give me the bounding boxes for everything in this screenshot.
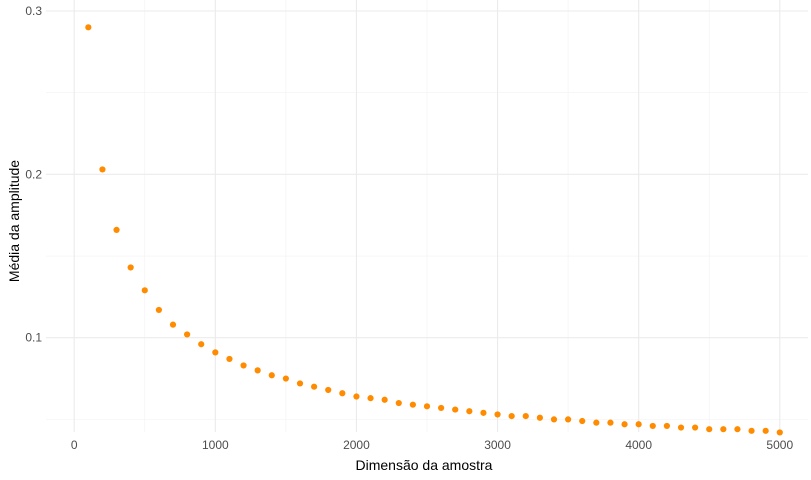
data-point <box>438 404 445 412</box>
data-point <box>692 424 699 431</box>
x-axis-title: Dimensão da amostra <box>356 457 493 473</box>
data-point <box>663 422 670 430</box>
data-point <box>367 395 374 402</box>
data-point <box>762 427 769 434</box>
data-point <box>635 421 642 428</box>
data-point <box>776 429 783 436</box>
y-tick-label: 0.3 <box>25 4 42 18</box>
data-point <box>480 409 487 416</box>
data-point <box>593 419 600 426</box>
data-point <box>198 341 205 348</box>
x-tick-label: 2000 <box>343 438 370 452</box>
data-point <box>85 24 92 31</box>
x-tick-label: 1000 <box>202 438 229 452</box>
data-point <box>621 421 628 428</box>
data-point <box>734 426 741 433</box>
data-point <box>522 413 529 420</box>
data-point <box>212 349 219 356</box>
y-axis-title: Média da amplitude <box>6 160 22 282</box>
data-point <box>141 287 148 294</box>
y-tick-labels: 0.1 0.2 0.3 <box>25 4 42 345</box>
x-tick-label: 3000 <box>484 438 511 452</box>
data-point <box>565 416 572 423</box>
data-point <box>254 367 261 374</box>
data-point <box>240 362 247 369</box>
data-point <box>452 406 459 413</box>
data-point <box>113 226 120 233</box>
x-tick-labels: 0 1000 2000 3000 4000 5000 <box>71 438 794 452</box>
data-point <box>268 372 275 379</box>
data-point <box>706 426 713 433</box>
data-point <box>325 386 332 394</box>
y-tick-label: 0.1 <box>25 331 42 345</box>
data-point <box>282 375 289 382</box>
data-point <box>127 264 134 271</box>
x-tick-label: 4000 <box>625 438 652 452</box>
data-point <box>508 413 515 420</box>
data-point <box>353 393 360 400</box>
y-tick-label: 0.2 <box>25 167 42 181</box>
data-point <box>226 355 233 363</box>
data-point <box>579 417 586 425</box>
data-points <box>85 24 783 436</box>
data-point <box>748 427 755 434</box>
data-point <box>649 422 656 430</box>
data-point <box>339 390 346 397</box>
data-point <box>466 408 473 415</box>
data-point <box>155 306 162 314</box>
data-point <box>311 383 318 390</box>
data-point <box>169 321 177 328</box>
data-point <box>550 416 558 423</box>
x-tick-label: 5000 <box>766 438 793 452</box>
data-point <box>494 411 501 418</box>
grid-lines <box>46 0 808 432</box>
x-tick-label: 0 <box>71 438 78 452</box>
data-point <box>423 403 431 410</box>
data-point <box>395 399 402 407</box>
data-point <box>536 414 543 421</box>
data-point <box>409 401 416 408</box>
data-point <box>677 424 685 431</box>
data-point <box>184 331 191 338</box>
data-point <box>99 166 106 173</box>
data-point <box>720 426 727 433</box>
data-point <box>607 419 614 426</box>
data-point <box>381 396 388 403</box>
data-point <box>296 380 304 387</box>
